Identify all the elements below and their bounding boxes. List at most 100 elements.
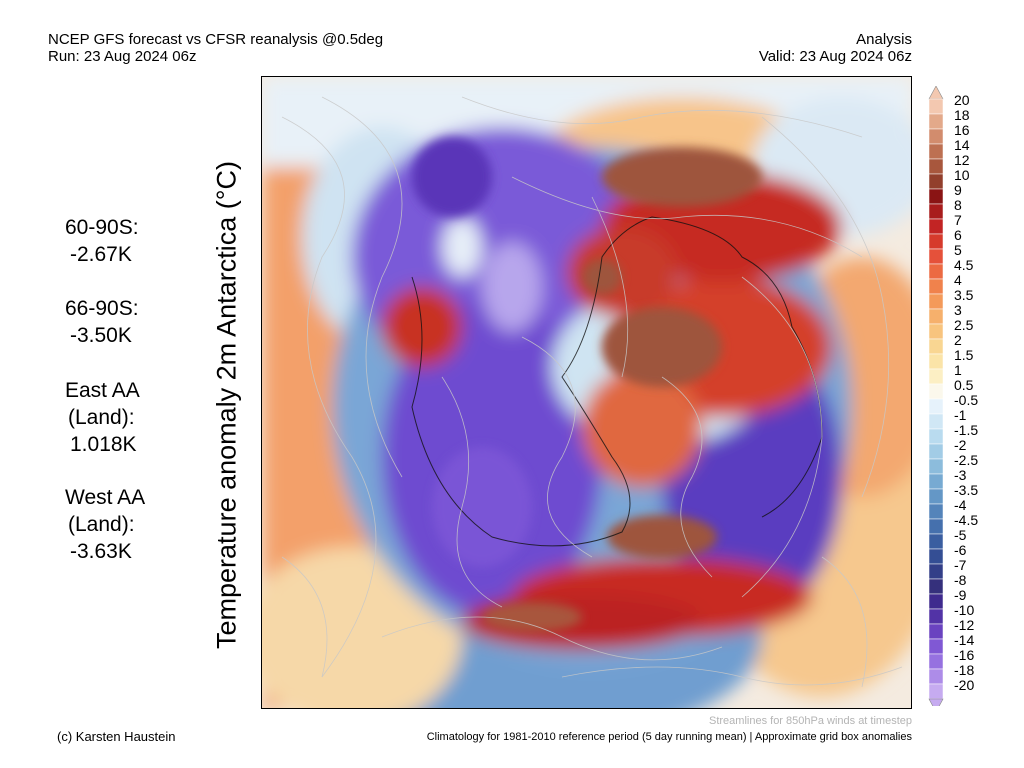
colorbar-swatch (928, 98, 944, 115)
colorbar-label: -1.5 (954, 422, 978, 438)
colorbar-label: 2 (954, 332, 962, 348)
stat-label: 66-90S: (65, 297, 139, 320)
colorbar-label: -3 (954, 467, 967, 483)
colorbar-label: 18 (954, 107, 970, 123)
colorbar-label: 6 (954, 227, 962, 243)
colorbar-swatch (928, 338, 944, 355)
colorbar-label: -7 (954, 557, 967, 573)
colorbar-label: 10 (954, 167, 970, 183)
colorbar-label: -0.5 (954, 392, 978, 408)
model-title: NCEP GFS forecast vs CFSR reanalysis @0.… (48, 31, 384, 48)
stat-label: West AA (65, 486, 146, 509)
colorbar-swatch (928, 578, 944, 595)
colorbar-swatch (928, 308, 944, 325)
colorbar-label: 4 (954, 272, 962, 288)
colorbar-swatch (928, 158, 944, 175)
colorbar-label: 14 (954, 137, 970, 153)
colorbar-label: 4.5 (954, 257, 974, 273)
colorbar-label: -6 (954, 542, 967, 558)
colorbar-label: -1 (954, 407, 967, 423)
colorbar-swatch (928, 323, 944, 340)
colorbar-label: 9 (954, 182, 962, 198)
colorbar-swatch (928, 263, 944, 280)
y-axis-label: Temperature anomaly 2m Antarctica (°C) (211, 161, 242, 649)
colorbar-swatch (928, 473, 944, 490)
colorbar-label: 5 (954, 242, 962, 258)
stat-value: -3.63K (70, 540, 132, 563)
colorbar-swatch (928, 413, 944, 430)
colorbar-swatch (928, 428, 944, 445)
colorbar-label: -2.5 (954, 452, 978, 468)
colorbar-swatch (928, 443, 944, 460)
colorbar-label: 0.5 (954, 377, 974, 393)
colorbar-label: -20 (954, 677, 974, 693)
colorbar-label: -4 (954, 497, 967, 513)
colorbar-swatch (928, 188, 944, 205)
colorbar-label: -9 (954, 587, 967, 603)
colorbar-label: -12 (954, 617, 974, 633)
colorbar-swatch (928, 278, 944, 295)
colorbar-label: 20 (954, 92, 970, 108)
colorbar-swatch (928, 353, 944, 370)
colorbar-swatch (928, 563, 944, 580)
stat-value: 1.018K (70, 433, 137, 456)
colorbar-label: 3 (954, 302, 962, 318)
credit: (c) Karsten Haustein (57, 729, 176, 744)
valid-time: Valid: 23 Aug 2024 06z (758, 48, 912, 65)
colorbar-label: -18 (954, 662, 974, 678)
stat-west-aa: West AA (Land): -3.63K (65, 484, 145, 565)
colorbar-label: 16 (954, 122, 970, 138)
streamline-note: Streamlines for 850hPa winds at timestep (709, 715, 912, 727)
anomaly-map (261, 76, 912, 709)
colorbar-swatch (928, 653, 944, 670)
colorbar-label: 12 (954, 152, 970, 168)
colorbar-min-arrow (928, 698, 944, 706)
colorbar-label: -3.5 (954, 482, 978, 498)
colorbar-swatch (928, 248, 944, 265)
colorbar-label: -14 (954, 632, 974, 648)
colorbar-swatch (928, 608, 944, 625)
analysis-label: Analysis (856, 31, 912, 48)
colorbar-swatch (928, 383, 944, 400)
colorbar-swatch (928, 203, 944, 220)
colorbar-swatch (928, 398, 944, 415)
colorbar-label: 1.5 (954, 347, 974, 363)
colorbar-swatch (928, 533, 944, 550)
colorbar-label: -10 (954, 602, 974, 618)
colorbar-swatch (928, 143, 944, 160)
colorbar-swatch (928, 683, 944, 700)
colorbar-swatch (928, 173, 944, 190)
colorbar-label: 7 (954, 212, 962, 228)
stat-66-90s: 66-90S: -3.50K (65, 295, 139, 349)
colorbar-swatch (928, 488, 944, 505)
colorbar-swatch (928, 668, 944, 685)
map-image (262, 77, 911, 708)
colorbar-max-arrow (928, 86, 944, 100)
colorbar-label: 8 (954, 197, 962, 213)
colorbar-swatch (928, 593, 944, 610)
colorbar-swatch (928, 293, 944, 310)
header-left: NCEP GFS forecast vs CFSR reanalysis @0.… (48, 31, 383, 65)
colorbar-swatch (928, 368, 944, 385)
colorbar-swatch (928, 548, 944, 565)
stat-label: East AA (65, 379, 140, 402)
colorbar: 201816141210987654.543.532.521.510.5-0.5… (928, 86, 978, 706)
colorbar-label: 1 (954, 362, 962, 378)
colorbar-swatch (928, 113, 944, 130)
colorbar-swatch (928, 518, 944, 535)
colorbar-label: -4.5 (954, 512, 978, 528)
stat-value: -3.50K (70, 324, 132, 347)
colorbar-label: 3.5 (954, 287, 974, 303)
climatology-note: Climatology for 1981-2010 reference peri… (426, 731, 912, 743)
colorbar-label: -2 (954, 437, 967, 453)
stat-label: (Land): (68, 513, 135, 536)
colorbar-swatch (928, 218, 944, 235)
colorbar-label: -16 (954, 647, 974, 663)
stat-60-90s: 60-90S: -2.67K (65, 214, 139, 268)
colorbar-swatch (928, 128, 944, 145)
colorbar-label: -5 (954, 527, 967, 543)
colorbar-swatch (928, 503, 944, 520)
colorbar-label: -8 (954, 572, 967, 588)
colorbar-label: 2.5 (954, 317, 974, 333)
run-time: Run: 23 Aug 2024 06z (48, 48, 197, 65)
